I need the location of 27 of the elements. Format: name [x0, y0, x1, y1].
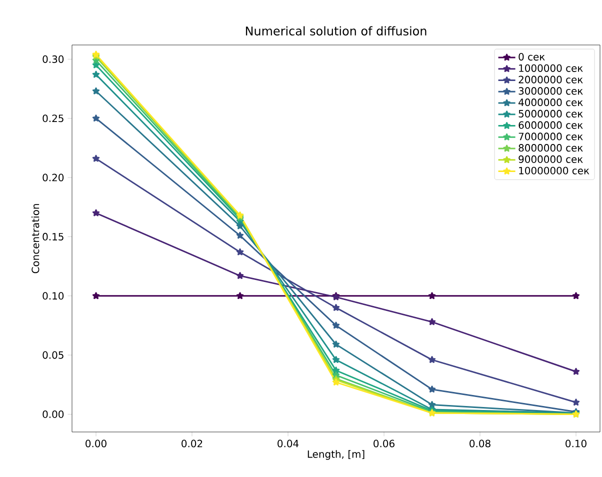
y-tick-label: 0.20 — [42, 174, 64, 182]
x-tick-label: 0.10 — [566, 440, 586, 448]
y-tick-label: 0.25 — [42, 114, 64, 122]
x-tick-label: 0.06 — [374, 440, 394, 448]
x-tick-label: 0.00 — [86, 440, 106, 448]
x-axis-title: Length, [m] — [308, 450, 364, 460]
legend-label: 10000000 сек — [519, 166, 590, 174]
y-tick-label: 0.10 — [42, 292, 64, 300]
legend-label: 7000000 сек — [518, 132, 583, 140]
legend-label: 0 сек — [518, 53, 545, 61]
y-tick-label: 0.00 — [42, 410, 64, 418]
legend-label: 8000000 сек — [518, 144, 583, 152]
y-tick-label: 0.30 — [42, 55, 64, 63]
legend-label: 4000000 сек — [518, 98, 583, 106]
y-tick-label: 0.15 — [42, 232, 64, 240]
x-tick-label: 0.08 — [470, 440, 490, 448]
legend-label: 1000000 сек — [519, 64, 583, 72]
y-tick-label: 0.05 — [42, 351, 64, 359]
legend-label: 6000000 сек — [518, 121, 583, 129]
y-axis-title: Concentration — [31, 204, 40, 274]
legend-label: 5000000 сек — [518, 110, 583, 118]
legend-label: 3000000 сек — [518, 87, 583, 95]
legend-label: 9000000 сек — [518, 155, 583, 163]
x-tick-label: 0.04 — [278, 440, 299, 448]
legend-label: 2000000 сек — [518, 76, 583, 84]
chart-title: Numerical solution of diffusion — [246, 26, 426, 36]
x-tick-label: 0.02 — [182, 440, 202, 448]
